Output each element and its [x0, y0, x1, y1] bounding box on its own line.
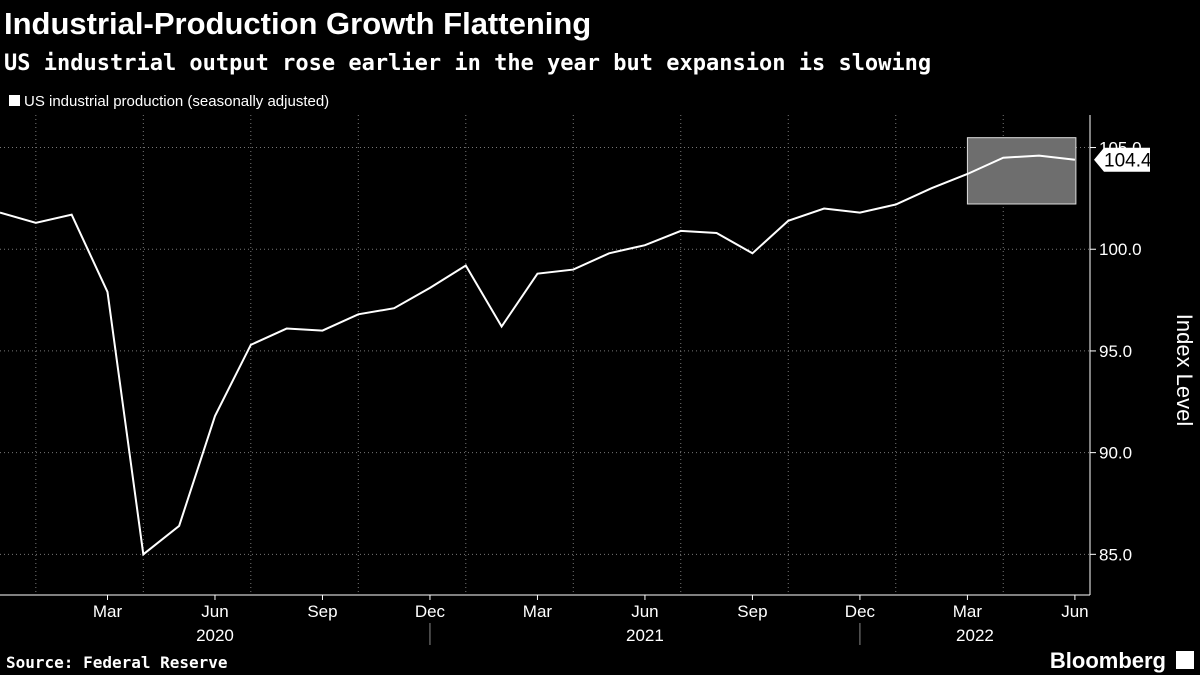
- year-label: 2020: [196, 626, 234, 645]
- legend-swatch: [9, 95, 20, 106]
- x-tick-label: Sep: [307, 602, 337, 621]
- source: Source: Federal Reserve: [6, 653, 228, 672]
- x-tick-label: Dec: [845, 602, 876, 621]
- x-tick-label: Mar: [953, 602, 983, 621]
- brand: Bloomberg: [1050, 648, 1166, 673]
- line: [0, 154, 1076, 557]
- x-tick-label: Mar: [93, 602, 123, 621]
- year-label: 2022: [956, 626, 994, 645]
- x-tick-label: Jun: [631, 602, 658, 621]
- x-tick-label: Jun: [201, 602, 228, 621]
- chart-subtitle: US industrial output rose earlier in the…: [4, 51, 931, 76]
- y-tick-label: 100.0: [1099, 240, 1142, 259]
- value-label-box: [1094, 147, 1150, 172]
- value-label: 104.4: [1104, 151, 1152, 172]
- y-tick-label: 85.0: [1099, 545, 1132, 564]
- year-label: 2021: [626, 626, 664, 645]
- x-tick-label: Dec: [415, 602, 446, 621]
- highlight-box: [966, 137, 1077, 205]
- y-tick-label: 90.0: [1099, 444, 1132, 463]
- y-tick-label: 95.0: [1099, 342, 1132, 361]
- y-axis-label: Index Level: [1172, 314, 1197, 427]
- brand-logo: [1176, 651, 1194, 669]
- x-tick-label: Sep: [737, 602, 767, 621]
- chart-title: Industrial-Production Growth Flattening: [4, 6, 591, 41]
- x-tick-label: Jun: [1061, 602, 1088, 621]
- legend-label: US industrial production (seasonally adj…: [24, 93, 329, 110]
- x-tick-label: Mar: [523, 602, 553, 621]
